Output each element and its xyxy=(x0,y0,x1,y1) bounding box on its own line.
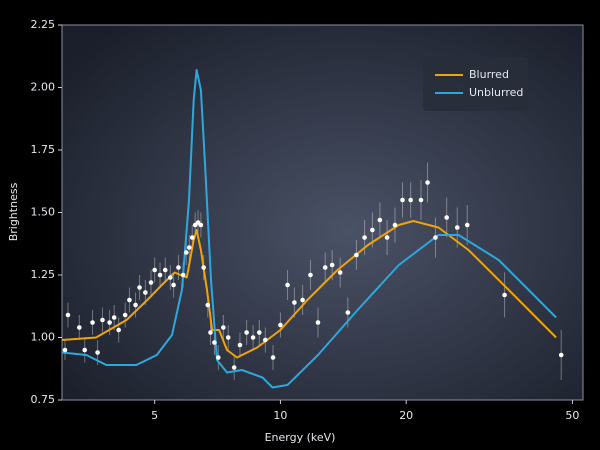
series-line xyxy=(61,69,557,389)
data-point xyxy=(285,282,290,288)
legend-box xyxy=(423,57,528,111)
data-point xyxy=(292,300,297,305)
data-point xyxy=(198,222,204,228)
x-tick-label: 20 xyxy=(399,409,413,422)
data-point xyxy=(315,320,321,325)
data-point xyxy=(370,227,375,233)
data-point xyxy=(180,272,186,278)
data-point xyxy=(148,280,154,285)
data-point xyxy=(300,297,305,303)
data-point xyxy=(270,355,276,360)
y-tick-label: 0.75 xyxy=(31,393,56,406)
data-point xyxy=(237,342,243,348)
y-tick-label: 2.25 xyxy=(31,18,56,31)
data-point xyxy=(454,225,460,230)
data-point xyxy=(558,352,564,358)
data-point xyxy=(408,197,413,203)
data-point xyxy=(76,325,82,330)
legend: Blurred Unblurred xyxy=(423,57,528,111)
x-axis-label: Energy (keV) xyxy=(265,431,336,444)
legend-label: Unblurred xyxy=(469,86,523,99)
y-tick-label: 1.25 xyxy=(31,268,56,281)
data-point xyxy=(256,330,262,335)
legend-label: Blurred xyxy=(469,68,509,81)
data-point xyxy=(244,330,249,335)
data-point xyxy=(225,335,231,340)
data-point xyxy=(176,265,181,270)
data-point xyxy=(95,350,100,355)
data-point xyxy=(186,245,192,250)
data-point xyxy=(183,250,189,255)
data-point xyxy=(433,235,438,240)
x-tick-label: 5 xyxy=(151,409,158,422)
data-point xyxy=(152,267,157,273)
data-point xyxy=(322,265,328,270)
data-point xyxy=(208,330,213,335)
data-point xyxy=(384,235,390,240)
data-point xyxy=(400,197,405,203)
data-point xyxy=(171,282,176,288)
series-line xyxy=(61,220,557,359)
data-point xyxy=(444,215,449,220)
data-point xyxy=(354,252,359,258)
data-point xyxy=(82,347,88,353)
data-point xyxy=(425,180,430,185)
data-point xyxy=(111,315,117,320)
data-point xyxy=(464,222,470,228)
data-point xyxy=(215,355,221,360)
data-point xyxy=(65,312,71,318)
data-point xyxy=(392,222,398,228)
marks xyxy=(61,69,564,389)
data-point xyxy=(189,235,195,240)
data-point xyxy=(133,302,138,308)
data-point xyxy=(329,262,335,268)
y-tick-label: 1.00 xyxy=(31,331,56,344)
data-point xyxy=(377,217,383,223)
data-point xyxy=(263,337,268,343)
data-point xyxy=(362,235,367,240)
data-point xyxy=(345,310,351,315)
data-point xyxy=(205,302,211,308)
y-axis-label: Brightness xyxy=(7,182,20,241)
data-point xyxy=(127,297,132,303)
data-point xyxy=(221,325,226,330)
data-point xyxy=(201,265,206,270)
x-tick-label: 10 xyxy=(273,409,287,422)
data-point xyxy=(308,272,313,278)
data-point xyxy=(122,312,128,318)
data-point xyxy=(337,270,343,275)
x-tick-label: 50 xyxy=(565,409,579,422)
data-point xyxy=(212,340,217,345)
data-point xyxy=(100,317,105,323)
data-point xyxy=(90,320,95,325)
data-point xyxy=(137,285,142,290)
data-point xyxy=(162,267,168,273)
data-point xyxy=(502,292,507,298)
data-point xyxy=(278,322,283,328)
data-point xyxy=(250,335,256,340)
data-point xyxy=(116,327,121,333)
y-tick-label: 2.00 xyxy=(31,81,56,94)
data-point xyxy=(231,365,237,370)
y-tick-label: 1.75 xyxy=(31,143,56,156)
data-point xyxy=(168,275,173,280)
data-point xyxy=(143,290,148,295)
data-point xyxy=(107,320,112,325)
data-point xyxy=(418,197,424,203)
data-point xyxy=(62,347,68,353)
y-tick-label: 1.50 xyxy=(31,206,56,219)
data-point xyxy=(157,272,163,278)
